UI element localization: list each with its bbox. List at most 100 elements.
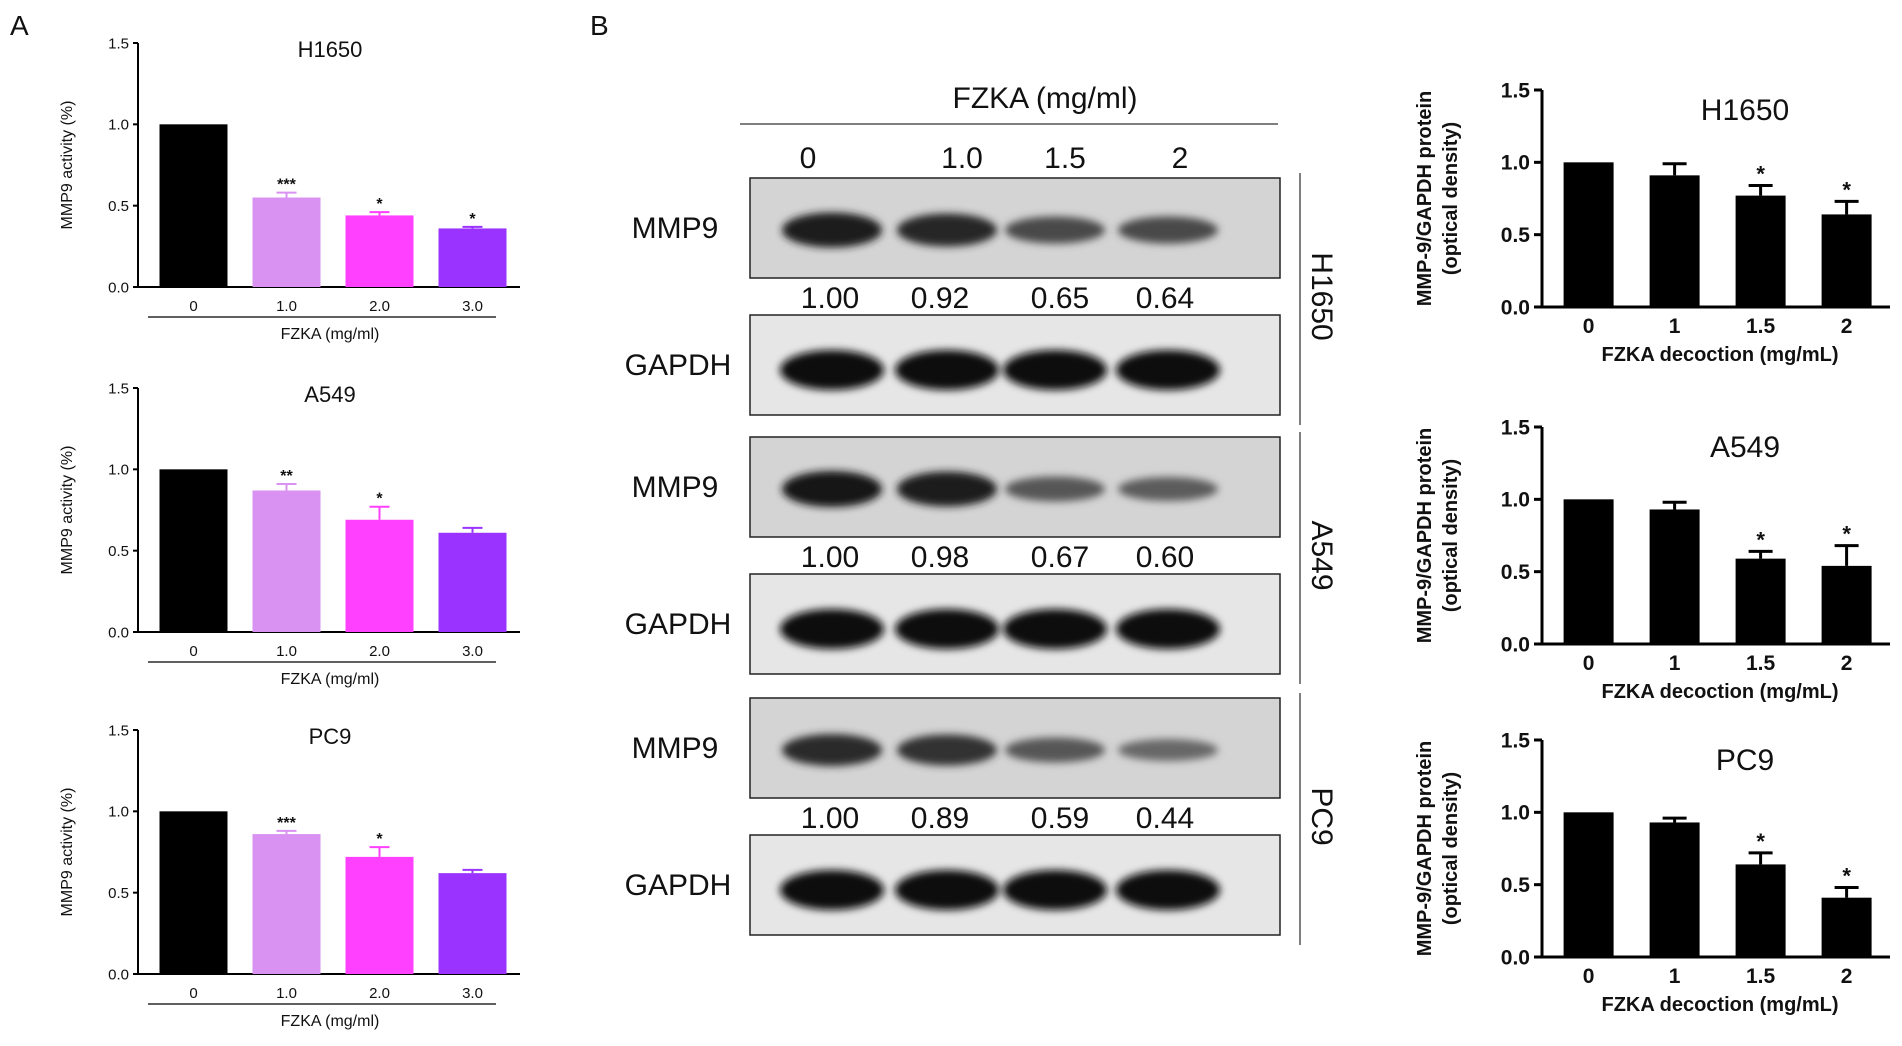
x-axis-label: FZKA (mg/ml) xyxy=(281,671,380,688)
significance-marker: * xyxy=(1756,829,1765,854)
blot-band xyxy=(782,471,882,507)
band-ratio: 0.60 xyxy=(1136,541,1194,574)
chart-title: A549 xyxy=(304,382,355,407)
blot-band xyxy=(1118,216,1218,244)
control-band xyxy=(1116,870,1220,910)
y-tick-label: 1.0 xyxy=(1501,152,1530,175)
bar xyxy=(159,469,228,632)
x-tick-label: 2 xyxy=(1841,652,1853,675)
x-tick-label: 1 xyxy=(1669,315,1681,338)
y-axis-label-line: (optical density) xyxy=(1440,459,1462,612)
x-tick-label: 2.0 xyxy=(369,643,390,660)
y-tick-label: 1.5 xyxy=(108,35,129,52)
blot-band xyxy=(1118,739,1218,761)
blot-band xyxy=(1118,477,1218,501)
y-tick-label: 1.5 xyxy=(108,722,129,739)
y-tick-label: 1.5 xyxy=(108,380,129,397)
y-axis-label-line: (optical density) xyxy=(1440,772,1462,925)
significance-marker: * xyxy=(1842,864,1851,889)
protein-label: MMP9 xyxy=(632,212,719,245)
control-band xyxy=(780,609,884,649)
control-band xyxy=(1003,609,1107,649)
x-tick-label: 1 xyxy=(1669,965,1681,988)
blot-band xyxy=(1005,216,1105,244)
x-tick-label: 2 xyxy=(1841,965,1853,988)
bar xyxy=(438,532,507,632)
x-tick-label: 0 xyxy=(189,985,197,1002)
y-tick-label: 1.0 xyxy=(1501,489,1530,512)
cell-line-label: A549 xyxy=(1305,520,1338,590)
blot-band xyxy=(897,213,997,247)
control-label: GAPDH xyxy=(625,869,732,902)
bar xyxy=(345,215,414,287)
blot-block-pc9: MMP9 1.00 0.89 0.59 0.44 GAPDH PC9 xyxy=(625,693,1338,945)
control-band xyxy=(1003,350,1107,390)
y-tick-label: 1.0 xyxy=(108,117,129,134)
band-ratio: 0.67 xyxy=(1031,541,1089,574)
control-band xyxy=(1116,609,1220,649)
chart-title: PC9 xyxy=(309,724,352,749)
blot-band xyxy=(1005,737,1105,763)
y-axis-label-line: MMP-9/GAPDH protein xyxy=(1414,91,1436,307)
band-ratio: 0.59 xyxy=(1031,802,1089,835)
blot-band xyxy=(897,734,997,766)
y-tick-label: 0.0 xyxy=(108,279,129,296)
bar xyxy=(1563,812,1614,957)
x-tick-label: 1.0 xyxy=(276,643,297,660)
blot-band xyxy=(1005,476,1105,502)
cell-line-label: H1650 xyxy=(1305,252,1338,340)
significance-marker: *** xyxy=(277,815,296,832)
bar xyxy=(345,519,414,632)
x-tick-label: 1.0 xyxy=(276,298,297,315)
band-ratio: 1.00 xyxy=(801,541,859,574)
y-axis-label: MMP9 activity (%) xyxy=(59,788,76,917)
cell-line-label: PC9 xyxy=(1305,787,1338,845)
y-axis-label: MMP-9/GAPDH protein (optical density) xyxy=(1414,91,1462,307)
bar xyxy=(345,856,414,974)
significance-marker: * xyxy=(376,196,383,213)
control-label: GAPDH xyxy=(625,608,732,641)
control-band xyxy=(1116,350,1220,390)
bar xyxy=(1735,558,1786,644)
control-band xyxy=(895,350,999,390)
blot-block-h1650: MMP9 1.00 0.92 0.65 0.64 GAPDH H1650 xyxy=(625,173,1338,425)
significance-marker: * xyxy=(1756,527,1765,552)
y-axis-label-line: MMP-9/GAPDH protein xyxy=(1414,428,1436,644)
significance-marker: * xyxy=(1756,161,1765,186)
y-axis-label: MMP-9/GAPDH protein (optical density) xyxy=(1414,428,1462,644)
y-tick-label: 0.5 xyxy=(108,543,129,560)
y-tick-label: 1.0 xyxy=(108,804,129,821)
control-label: GAPDH xyxy=(625,349,732,382)
lane-label: 2 xyxy=(1172,142,1189,175)
bar xyxy=(1821,214,1872,307)
control-band xyxy=(895,609,999,649)
bar xyxy=(1649,509,1700,644)
lane-label: 1.0 xyxy=(941,142,983,175)
y-tick-label: 0.0 xyxy=(1501,633,1530,656)
x-tick-label: 0 xyxy=(1583,965,1595,988)
western-blot-panel: FZKA (mg/ml) 0 1.0 1.5 2 MMP9 1.00 0.92 0.65 0.64… xyxy=(625,82,1338,945)
x-tick-label: 2.0 xyxy=(369,985,390,1002)
chart-a-1: A549 0.0 0.5 1.0 1.5 0 ** 1.0 * 2.0 3.0 FZKA (mg/ml… xyxy=(59,380,520,688)
x-tick-label: 1.5 xyxy=(1746,315,1776,338)
x-tick-label: 3.0 xyxy=(462,298,483,315)
chart-a-2: PC9 0.0 0.5 1.0 1.5 0 *** 1.0 * 2.0 3.0 FZKA (mg/ml… xyxy=(59,722,520,1030)
lane-label: 0 xyxy=(800,142,817,175)
band-ratio: 0.44 xyxy=(1136,802,1194,835)
band-ratio: 0.92 xyxy=(911,282,969,315)
y-tick-label: 0.0 xyxy=(1501,946,1530,969)
y-axis-label: MMP-9/GAPDH protein (optical density) xyxy=(1414,741,1462,957)
bar xyxy=(159,124,228,287)
y-tick-label: 0.0 xyxy=(1501,296,1530,319)
significance-marker: * xyxy=(469,211,476,228)
bar xyxy=(438,873,507,974)
y-tick-label: 1.0 xyxy=(1501,802,1530,825)
y-tick-label: 0.5 xyxy=(1501,874,1531,897)
y-tick-label: 1.0 xyxy=(108,462,129,479)
y-tick-label: 0.5 xyxy=(108,198,129,215)
bar xyxy=(438,228,507,287)
bar xyxy=(1649,175,1700,307)
